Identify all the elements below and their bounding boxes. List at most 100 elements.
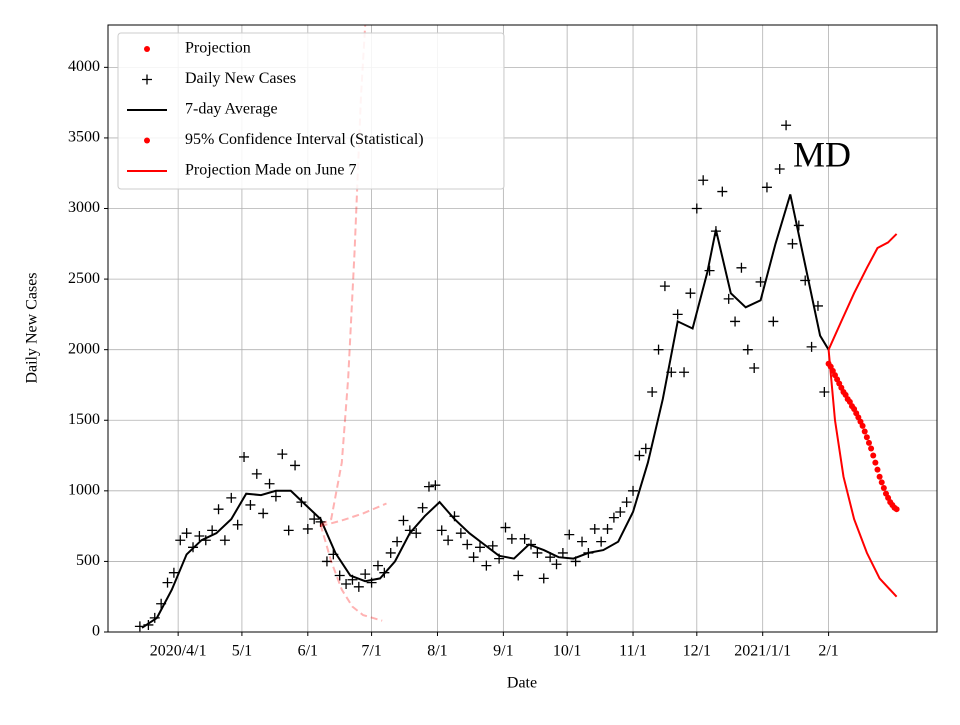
case-marker	[341, 579, 352, 590]
case-marker	[277, 449, 288, 460]
y-tick-label: 2000	[68, 340, 100, 357]
case-marker	[468, 552, 479, 563]
case-marker	[270, 491, 281, 502]
case-marker	[672, 309, 683, 320]
ci-line	[319, 524, 383, 622]
case-marker	[175, 535, 186, 546]
legend-label: Projection Made on June 7	[185, 162, 357, 179]
projection-dot	[859, 422, 866, 429]
legend-marker	[144, 137, 150, 144]
projection-dot	[880, 485, 887, 492]
case-marker	[647, 387, 658, 398]
case-marker	[532, 547, 543, 558]
case-marker	[717, 186, 728, 197]
case-marker	[334, 570, 345, 581]
case-marker	[353, 581, 364, 592]
plot-frame	[107, 24, 938, 633]
y-tick-label: 2500	[68, 270, 100, 287]
case-marker	[290, 460, 301, 471]
legend-marker	[144, 46, 150, 52]
case-marker	[239, 451, 250, 462]
case-marker	[640, 443, 651, 454]
case-marker	[691, 203, 702, 214]
case-marker	[768, 316, 779, 327]
case-marker	[551, 559, 562, 570]
case-marker	[417, 502, 428, 513]
projection-dot	[874, 466, 881, 473]
case-marker	[385, 547, 396, 558]
x-tick-label: 10/1	[553, 643, 581, 660]
case-marker	[226, 492, 237, 503]
case-marker	[194, 531, 205, 542]
case-marker	[181, 528, 192, 539]
case-marker	[749, 363, 760, 374]
case-marker	[615, 507, 626, 518]
legend-marker	[142, 74, 152, 85]
case-marker	[251, 468, 262, 479]
case-marker	[436, 525, 447, 536]
annotation: MD	[793, 134, 851, 174]
case-marker	[793, 220, 804, 231]
case-marker	[698, 175, 709, 186]
case-marker	[634, 450, 645, 461]
case-marker	[608, 512, 619, 523]
legend-label: 95% Confidence Interval (Statistical)	[185, 131, 424, 148]
x-tick-label: 2021/1/1	[734, 643, 791, 660]
case-marker	[761, 182, 772, 193]
case-marker	[372, 560, 383, 571]
case-marker	[398, 515, 409, 526]
x-tick-label: 7/1	[361, 643, 381, 660]
case-marker	[736, 262, 747, 273]
case-marker	[302, 523, 313, 534]
case-marker	[513, 570, 524, 581]
case-marker	[443, 535, 454, 546]
case-marker	[564, 529, 575, 540]
legend-label: Projection	[185, 40, 251, 57]
x-tick-label: 11/1	[619, 643, 647, 660]
case-marker	[213, 504, 224, 515]
y-tick-label: 3000	[68, 199, 100, 216]
case-marker	[628, 485, 639, 496]
case-marker	[742, 344, 753, 355]
case-marker	[149, 612, 160, 623]
case-marker	[245, 499, 256, 510]
y-tick-label: 500	[76, 552, 100, 569]
case-marker	[538, 573, 549, 584]
case-marker	[360, 569, 371, 580]
projection-dot	[893, 506, 900, 513]
projection-dot	[863, 434, 870, 441]
y-tick-label: 1500	[68, 411, 100, 428]
case-marker	[430, 480, 441, 491]
case-marker	[704, 265, 715, 276]
projection-dot	[870, 452, 877, 459]
case-marker	[621, 497, 632, 508]
case-marker	[487, 540, 498, 551]
ci-line	[827, 233, 898, 351]
case-marker	[411, 528, 422, 539]
case-marker	[219, 535, 230, 546]
case-marker	[596, 536, 607, 547]
y-tick-label: 1000	[68, 482, 100, 499]
y-tick-label: 3500	[68, 129, 100, 146]
case-marker	[321, 556, 332, 567]
case-marker	[723, 293, 734, 304]
case-marker	[455, 528, 466, 539]
case-marker	[462, 539, 473, 550]
y-tick-label: 0	[92, 623, 100, 640]
x-tick-label: 2/1	[818, 643, 838, 660]
average-line	[141, 194, 830, 629]
x-tick-label: 8/1	[427, 643, 447, 660]
case-marker	[659, 281, 670, 292]
projection-dot	[868, 445, 875, 452]
legend-label: 7-day Average	[185, 101, 278, 118]
x-tick-label: 6/1	[298, 643, 318, 660]
case-marker	[781, 120, 792, 131]
case-marker	[392, 536, 403, 547]
case-marker	[685, 288, 696, 299]
y-axis-label: Daily New Cases	[24, 272, 41, 383]
projection-dot	[872, 459, 879, 466]
case-marker	[557, 547, 568, 558]
case-marker	[207, 525, 218, 536]
legend-box	[117, 32, 505, 190]
